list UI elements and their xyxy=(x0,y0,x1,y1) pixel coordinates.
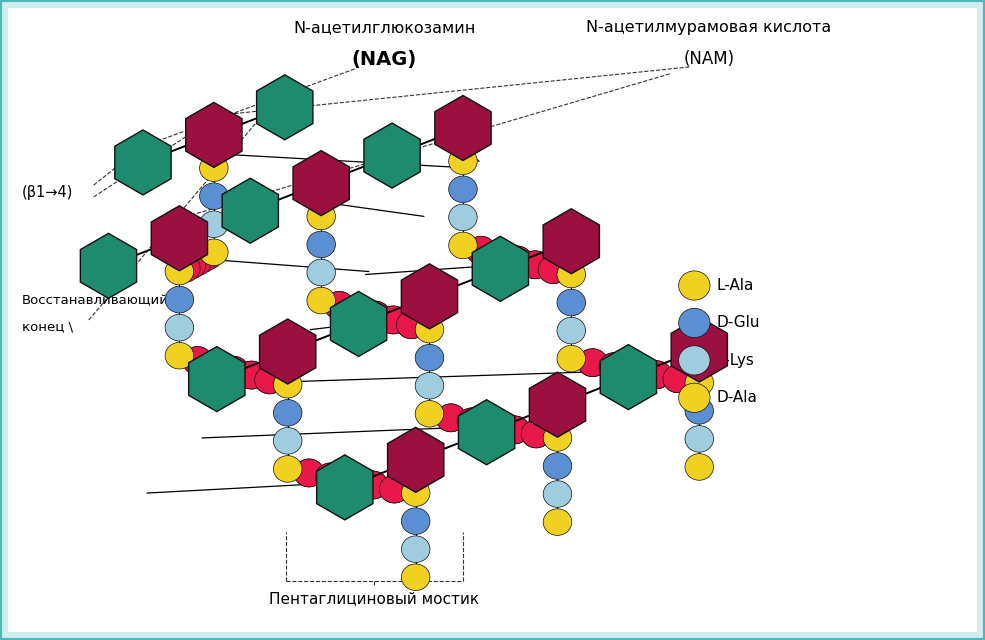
Ellipse shape xyxy=(685,369,713,396)
Ellipse shape xyxy=(599,353,629,381)
Polygon shape xyxy=(458,400,515,465)
Ellipse shape xyxy=(449,204,478,230)
Ellipse shape xyxy=(557,317,585,344)
Text: Восстанавливающий: Восстанавливающий xyxy=(22,294,168,307)
Ellipse shape xyxy=(402,564,430,591)
Ellipse shape xyxy=(307,287,336,314)
Text: Пентаглициновый мостик: Пентаглициновый мостик xyxy=(269,591,480,606)
Ellipse shape xyxy=(201,351,230,380)
Ellipse shape xyxy=(557,289,585,316)
Ellipse shape xyxy=(236,361,267,389)
Polygon shape xyxy=(189,347,245,412)
Ellipse shape xyxy=(182,347,213,374)
Text: (NAG): (NAG) xyxy=(352,49,417,68)
Ellipse shape xyxy=(343,296,372,324)
Ellipse shape xyxy=(274,399,302,426)
Ellipse shape xyxy=(466,236,496,264)
Text: L-Lys: L-Lys xyxy=(716,353,754,368)
Text: (β1→4): (β1→4) xyxy=(22,184,73,200)
Polygon shape xyxy=(260,319,316,384)
Ellipse shape xyxy=(182,347,213,374)
Ellipse shape xyxy=(449,232,478,259)
Ellipse shape xyxy=(165,258,194,285)
Ellipse shape xyxy=(679,308,710,337)
Polygon shape xyxy=(152,206,208,271)
Ellipse shape xyxy=(543,424,571,451)
Polygon shape xyxy=(223,178,279,243)
Ellipse shape xyxy=(378,306,409,334)
Ellipse shape xyxy=(274,456,302,482)
Ellipse shape xyxy=(543,509,571,536)
Ellipse shape xyxy=(435,404,466,432)
Text: L-Ala: L-Ala xyxy=(716,278,754,293)
Ellipse shape xyxy=(521,420,552,448)
Ellipse shape xyxy=(457,408,488,436)
Ellipse shape xyxy=(361,301,390,329)
Ellipse shape xyxy=(416,316,444,343)
Polygon shape xyxy=(671,317,727,382)
FancyBboxPatch shape xyxy=(8,8,977,632)
Text: (NAM): (NAM) xyxy=(684,50,735,68)
Ellipse shape xyxy=(466,236,496,264)
Ellipse shape xyxy=(538,255,568,284)
Ellipse shape xyxy=(484,241,514,269)
Ellipse shape xyxy=(187,244,218,273)
Ellipse shape xyxy=(449,176,478,203)
Ellipse shape xyxy=(165,314,194,341)
Ellipse shape xyxy=(219,356,248,384)
Text: N-ацетилглюкозамин: N-ацетилглюкозамин xyxy=(293,20,476,35)
Ellipse shape xyxy=(685,397,713,424)
Ellipse shape xyxy=(274,428,302,454)
Ellipse shape xyxy=(358,471,388,499)
Ellipse shape xyxy=(457,408,488,436)
Ellipse shape xyxy=(499,416,530,444)
Ellipse shape xyxy=(416,401,444,427)
Ellipse shape xyxy=(520,251,551,279)
Ellipse shape xyxy=(663,365,692,393)
Polygon shape xyxy=(316,455,373,520)
Ellipse shape xyxy=(577,349,608,376)
Ellipse shape xyxy=(557,261,585,288)
Polygon shape xyxy=(472,236,529,301)
Ellipse shape xyxy=(479,412,508,440)
Ellipse shape xyxy=(402,508,430,534)
Ellipse shape xyxy=(181,248,212,276)
Ellipse shape xyxy=(663,365,692,393)
Ellipse shape xyxy=(201,351,230,380)
Ellipse shape xyxy=(193,241,223,269)
Polygon shape xyxy=(543,209,600,274)
Ellipse shape xyxy=(337,467,366,495)
Ellipse shape xyxy=(416,372,444,399)
Polygon shape xyxy=(81,234,137,298)
Ellipse shape xyxy=(641,361,672,388)
Ellipse shape xyxy=(200,239,229,266)
Ellipse shape xyxy=(295,459,324,487)
Ellipse shape xyxy=(200,183,229,209)
Ellipse shape xyxy=(396,311,427,339)
Ellipse shape xyxy=(219,356,248,384)
Ellipse shape xyxy=(449,148,478,175)
Ellipse shape xyxy=(307,231,336,258)
Ellipse shape xyxy=(343,296,372,324)
Ellipse shape xyxy=(295,459,324,487)
Ellipse shape xyxy=(543,452,571,479)
Ellipse shape xyxy=(396,311,427,339)
Ellipse shape xyxy=(307,203,336,230)
Ellipse shape xyxy=(521,420,552,448)
Ellipse shape xyxy=(378,306,409,334)
Ellipse shape xyxy=(176,251,206,279)
Ellipse shape xyxy=(641,361,672,388)
Ellipse shape xyxy=(557,346,585,372)
Polygon shape xyxy=(186,102,242,168)
Ellipse shape xyxy=(379,475,410,503)
Ellipse shape xyxy=(200,155,229,181)
Ellipse shape xyxy=(361,301,390,329)
Ellipse shape xyxy=(543,481,571,508)
Polygon shape xyxy=(115,130,171,195)
Ellipse shape xyxy=(621,356,650,385)
Ellipse shape xyxy=(685,454,713,480)
Ellipse shape xyxy=(484,241,514,269)
Ellipse shape xyxy=(538,255,568,284)
Ellipse shape xyxy=(502,246,532,274)
